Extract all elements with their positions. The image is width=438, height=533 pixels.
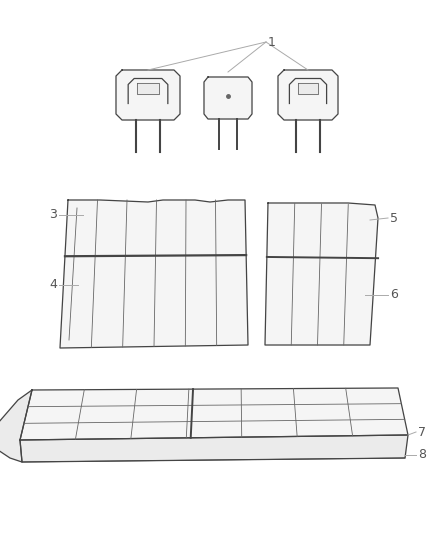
Text: 7: 7 — [418, 425, 426, 439]
Text: 5: 5 — [390, 212, 398, 224]
Polygon shape — [204, 77, 252, 119]
Text: 4: 4 — [49, 279, 57, 292]
Text: 3: 3 — [49, 208, 57, 222]
Polygon shape — [20, 435, 408, 462]
Polygon shape — [0, 390, 32, 462]
Polygon shape — [137, 83, 159, 94]
Polygon shape — [298, 83, 318, 94]
Polygon shape — [265, 203, 378, 345]
Polygon shape — [60, 200, 248, 348]
Polygon shape — [278, 70, 338, 120]
Polygon shape — [20, 388, 408, 440]
Text: 8: 8 — [418, 448, 426, 462]
Text: 6: 6 — [390, 288, 398, 302]
Polygon shape — [116, 70, 180, 120]
Text: 1: 1 — [268, 36, 276, 49]
